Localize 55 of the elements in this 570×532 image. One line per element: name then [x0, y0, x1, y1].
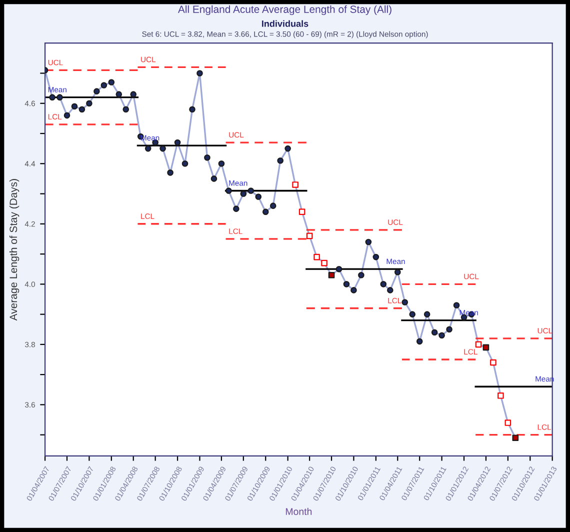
point: [270, 202, 276, 209]
point: [233, 206, 240, 212]
point: [116, 91, 122, 98]
point: [262, 208, 269, 215]
point: [174, 139, 181, 146]
point: [512, 434, 519, 441]
point: [78, 106, 86, 113]
point: [182, 160, 188, 167]
point: [248, 188, 254, 194]
point: [108, 79, 115, 86]
y-axis-title: Average Length of Stay (Days): [9, 179, 20, 321]
point: [130, 91, 137, 98]
point: [372, 254, 380, 260]
point: [86, 100, 92, 107]
point: [284, 145, 291, 152]
point: [409, 311, 416, 318]
point: [226, 188, 232, 194]
point: [94, 88, 100, 94]
point: [328, 272, 335, 278]
point: [453, 302, 460, 308]
point: [386, 287, 394, 294]
point: [49, 94, 56, 100]
point: [100, 82, 108, 88]
chart-subtitle: Individuals: [262, 20, 308, 27]
point: [336, 266, 342, 272]
x-axis-title: Month: [286, 508, 312, 516]
point: [218, 160, 225, 167]
point: [210, 176, 218, 182]
point: [160, 145, 166, 152]
point: [438, 332, 445, 339]
point: [71, 103, 78, 110]
point: [144, 145, 152, 152]
point: [394, 268, 401, 276]
point: [277, 157, 284, 164]
point: [358, 272, 364, 278]
point: [402, 299, 408, 306]
point: [122, 106, 130, 113]
point: [204, 154, 210, 161]
point: [240, 190, 247, 197]
point: [64, 112, 70, 119]
point: [255, 194, 262, 200]
point: [189, 106, 196, 113]
point: [350, 287, 357, 294]
point: [431, 329, 438, 336]
chart-title: All England Acute Average Length of Stay (All): [178, 5, 392, 16]
point: [196, 70, 203, 76]
point: [482, 344, 490, 351]
point: [380, 281, 387, 288]
point: [365, 238, 372, 246]
point: [446, 326, 452, 333]
point: [343, 281, 350, 288]
point: [424, 311, 430, 318]
point: [416, 338, 423, 345]
point: [56, 94, 63, 100]
point: [167, 170, 174, 176]
